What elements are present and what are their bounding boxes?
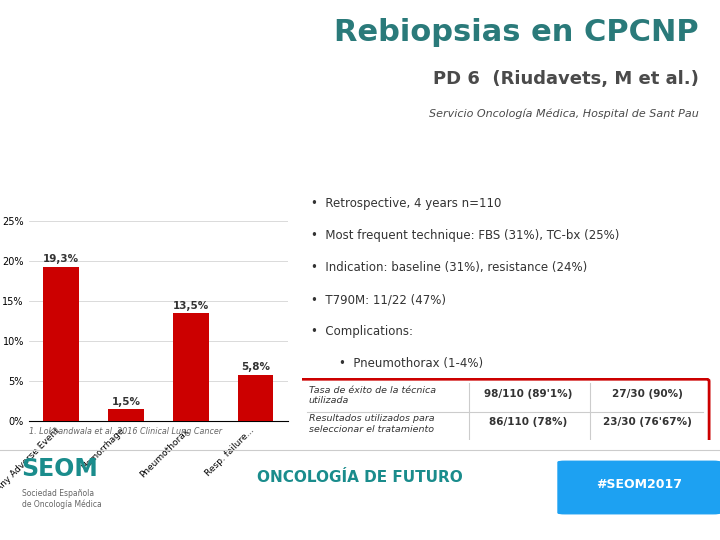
Text: •  Retrospective, 4 years n=110: • Retrospective, 4 years n=110 xyxy=(310,197,501,210)
Text: 1. Lokhandwala et al. 2016 Clinical Lung Cancer: 1. Lokhandwala et al. 2016 Clinical Lung… xyxy=(29,428,222,436)
Text: EGFRm: EGFRm xyxy=(642,410,689,424)
Text: 1,5%: 1,5% xyxy=(112,397,140,407)
Text: 86/110 (78%): 86/110 (78%) xyxy=(489,417,567,427)
Text: •  Pneumothorax (1-4%): • Pneumothorax (1-4%) xyxy=(339,357,483,370)
Text: Resultados utilizados para
seleccionar el tratamiento: Resultados utilizados para seleccionar e… xyxy=(309,414,434,434)
Text: •  Indication: baseline (31%), resistance (24%): • Indication: baseline (31%), resistance… xyxy=(310,261,587,274)
Text: 13,5%: 13,5% xyxy=(173,301,209,311)
Text: •  Complications:: • Complications: xyxy=(310,325,413,338)
FancyBboxPatch shape xyxy=(300,379,709,442)
Text: •  Infection (<1%): • Infection (<1%) xyxy=(339,389,446,402)
Text: •  Most frequent technique: FBS (31%), TC-bx (25%): • Most frequent technique: FBS (31%), TC… xyxy=(310,229,619,242)
Text: SEOM: SEOM xyxy=(22,457,99,481)
Text: 98/110 (89'1%): 98/110 (89'1%) xyxy=(484,389,572,399)
Text: Servicio Oncología Médica, Hospital de Sant Pau: Servicio Oncología Médica, Hospital de S… xyxy=(428,109,698,119)
Bar xyxy=(238,375,274,421)
Text: 19,3%: 19,3% xyxy=(43,254,79,265)
Text: 27/30 (90%): 27/30 (90%) xyxy=(612,389,683,399)
Text: Re-biopsy needed at resistant progression for tumor genotyping (ESMO guidelines,: Re-biopsy needed at resistant progressio… xyxy=(11,167,687,181)
Text: 23/30 (76'67%): 23/30 (76'67%) xyxy=(603,417,692,427)
Bar xyxy=(108,409,144,421)
Text: Tasa de éxito de la técnica
utilizada: Tasa de éxito de la técnica utilizada xyxy=(309,386,436,405)
Bar xyxy=(173,313,209,421)
Text: •  T790M: 11/22 (47%): • T790M: 11/22 (47%) xyxy=(310,293,446,306)
Text: PD 6  (Riudavets, M et al.): PD 6 (Riudavets, M et al.) xyxy=(433,70,698,87)
Bar xyxy=(43,267,79,421)
Text: #SEOM2017: #SEOM2017 xyxy=(596,478,683,491)
Text: Biopsy-related Adverse Events (n=1,744): Biopsy-related Adverse Events (n=1,744) xyxy=(39,192,272,202)
FancyBboxPatch shape xyxy=(558,461,720,514)
Text: 5,8%: 5,8% xyxy=(241,362,270,373)
Text: ONCOLOGÍA DE FUTURO: ONCOLOGÍA DE FUTURO xyxy=(257,470,463,485)
Text: Rebiopsias en CPCNP: Rebiopsias en CPCNP xyxy=(334,18,698,47)
Text: Overall: Overall xyxy=(527,410,575,424)
Text: Sociedad Española
de Oncología Médica: Sociedad Española de Oncología Médica xyxy=(22,489,102,509)
